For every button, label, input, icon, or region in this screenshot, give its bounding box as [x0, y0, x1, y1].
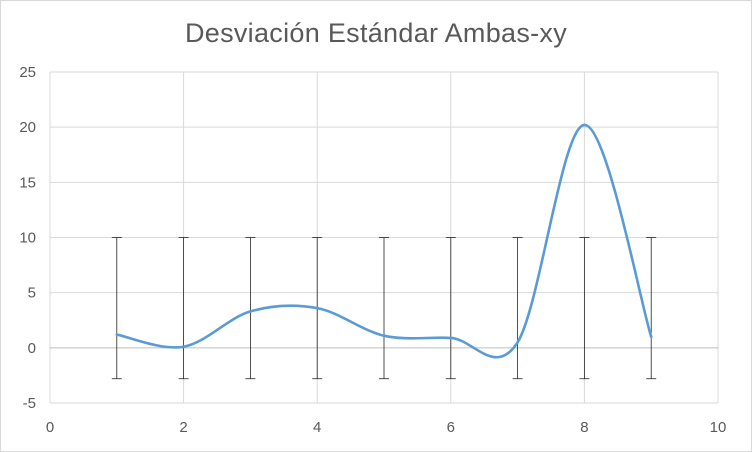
data-point [315, 306, 319, 310]
x-tick-label: 0 [46, 419, 54, 436]
y-tick-label: 25 [19, 64, 36, 81]
x-tick-label: 4 [313, 419, 321, 436]
data-point [382, 334, 386, 337]
y-tick-label: 0 [28, 340, 36, 357]
y-tick-label: 15 [19, 174, 36, 191]
data-point [115, 333, 119, 336]
data-point [182, 345, 185, 349]
data-point [516, 341, 519, 344]
data-point [449, 336, 453, 340]
data-point [249, 310, 252, 313]
data-point [583, 123, 586, 127]
chart-title: Desviación Estándar Ambas-xy [184, 18, 568, 48]
x-tick-label: 6 [447, 419, 455, 436]
y-tick-label: 5 [28, 285, 36, 302]
x-tick-label: 2 [179, 419, 187, 436]
x-tick-label: 10 [710, 419, 727, 436]
y-tick-label: 10 [19, 230, 36, 247]
x-tick-label: 8 [580, 419, 588, 436]
y-tick-label: 20 [19, 119, 36, 136]
y-tick-label: -5 [23, 395, 36, 412]
data-point [649, 335, 653, 339]
